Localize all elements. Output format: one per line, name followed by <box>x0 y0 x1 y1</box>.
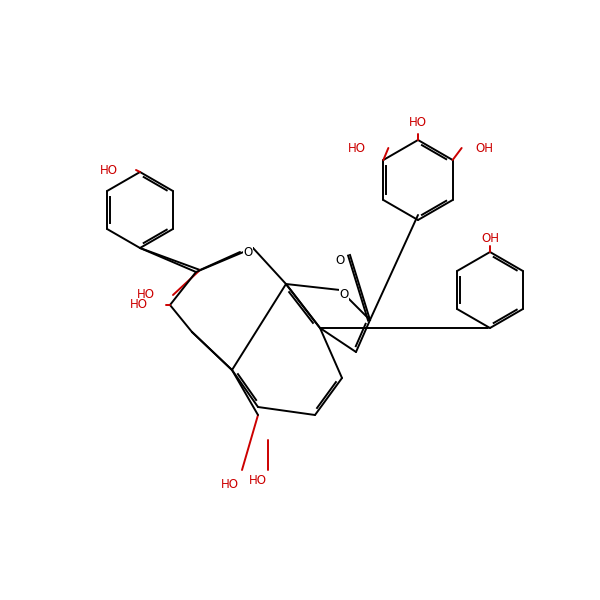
Text: OH: OH <box>481 232 499 245</box>
Text: O: O <box>340 287 349 301</box>
Text: HO: HO <box>249 473 267 487</box>
Text: HO: HO <box>130 298 148 311</box>
Text: HO: HO <box>100 163 118 176</box>
Text: O: O <box>335 253 344 266</box>
Text: HO: HO <box>137 289 155 301</box>
Text: HO: HO <box>349 142 367 154</box>
Text: OH: OH <box>476 142 494 154</box>
Text: O: O <box>244 245 253 259</box>
Text: HO: HO <box>409 115 427 128</box>
Text: HO: HO <box>221 479 239 491</box>
